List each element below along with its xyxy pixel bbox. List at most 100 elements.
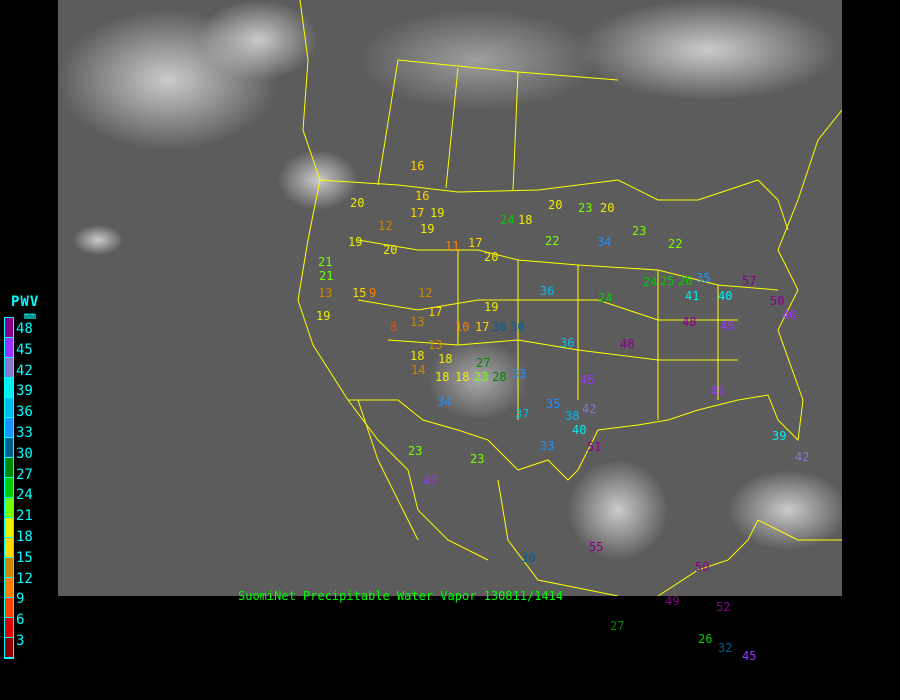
station-pwv-label: 48: [620, 337, 634, 351]
station-pwv-label: 17: [410, 206, 424, 220]
station-pwv-label: 55: [589, 540, 603, 554]
station-pwv-label: 50: [695, 560, 709, 574]
station-pwv-label: 47: [423, 474, 437, 488]
legend-swatch: [5, 518, 13, 538]
station-pwv-label: 49: [665, 594, 679, 608]
station-pwv-label: 42: [582, 402, 596, 416]
legend-title: PWV: [11, 294, 40, 310]
station-pwv-label: 37: [515, 407, 529, 421]
station-pwv-label: 20: [350, 196, 364, 210]
station-pwv-label: 12: [418, 286, 432, 300]
station-pwv-label: 19: [420, 222, 434, 236]
legend-swatch: [5, 338, 13, 358]
legend-swatch: [5, 378, 13, 398]
station-pwv-label: 23: [578, 201, 592, 215]
legend-tick: 24: [16, 487, 33, 504]
station-pwv-label: 51: [587, 440, 601, 454]
station-pwv-label: 14: [411, 363, 425, 377]
station-pwv-label: 21: [318, 255, 332, 269]
station-pwv-label: 33: [512, 367, 526, 381]
station-pwv-label: 26: [698, 632, 712, 646]
station-pwv-label: 33: [540, 439, 554, 453]
station-pwv-label: 46: [782, 308, 796, 322]
station-pwv-label: 30: [492, 320, 506, 334]
legend-swatch: [5, 638, 13, 658]
legend-swatch: [5, 358, 13, 378]
map-title: SuomiNet Precipitable Water Vapor 130811…: [238, 589, 564, 603]
station-pwv-label: 20: [383, 243, 397, 257]
station-pwv-label: 42: [795, 450, 809, 464]
station-pwv-label: 39: [772, 429, 786, 443]
station-pwv-label: 18: [438, 352, 452, 366]
legend-tick: 27: [16, 466, 33, 483]
legend-tick: 9: [16, 591, 25, 608]
station-pwv-label: 19: [430, 206, 444, 220]
station-pwv-label: 27: [610, 619, 624, 633]
station-pwv-label: 35: [696, 271, 710, 285]
station-pwv-label: 17: [475, 320, 489, 334]
station-pwv-label: 17: [428, 305, 442, 319]
station-pwv-label: 20: [600, 201, 614, 215]
satellite-map: [58, 0, 842, 596]
station-pwv-label: 20: [548, 198, 562, 212]
pwv-legend: PWV mm 48 45 42 39 36 33 30 27 24 21 18 15 12 9 6 3: [0, 294, 60, 674]
legend-tick: 15: [16, 549, 33, 566]
legend-unit: mm: [24, 311, 37, 322]
legend-swatch: [5, 558, 13, 578]
station-pwv-label: 11: [445, 239, 459, 253]
station-pwv-label: 45: [742, 649, 756, 663]
station-pwv-label: 34: [597, 235, 611, 249]
station-pwv-label: 48: [682, 315, 696, 329]
station-pwv-label: 25: [660, 274, 674, 288]
station-pwv-label: 19: [316, 309, 330, 323]
legend-tick: 6: [16, 612, 25, 629]
station-pwv-label: 16: [410, 159, 424, 173]
station-pwv-label: 10: [455, 320, 469, 334]
station-pwv-label: 19: [484, 300, 498, 314]
legend-swatch: [5, 598, 13, 618]
station-pwv-label: 18: [518, 213, 532, 227]
legend-swatch: [5, 318, 13, 338]
station-pwv-label: 45: [580, 373, 594, 387]
legend-tick: 30: [16, 445, 33, 462]
legend-tick: 39: [16, 383, 33, 400]
legend-tick: 18: [16, 529, 33, 545]
legend-color-bar: [4, 317, 14, 659]
station-pwv-label: 23: [470, 452, 484, 466]
station-pwv-label: 40: [718, 289, 732, 303]
station-pwv-label: 30: [510, 320, 524, 334]
legend-swatch: [5, 478, 13, 498]
legend-tick: 21: [16, 508, 33, 525]
station-pwv-label: 30: [521, 551, 535, 565]
station-pwv-label: 15: [352, 286, 366, 300]
legend-tick: 33: [16, 425, 33, 441]
station-pwv-label: 34: [437, 395, 451, 409]
legend-tick: 42: [16, 362, 33, 379]
station-pwv-label: 32: [718, 641, 732, 655]
clouds: [58, 0, 842, 560]
station-pwv-label: 38: [565, 409, 579, 423]
legend-swatch: [5, 618, 13, 638]
station-pwv-label: 23: [632, 224, 646, 238]
legend-tick: 36: [16, 404, 33, 421]
station-pwv-label: 36: [560, 336, 574, 350]
political-borders: [297, 0, 842, 596]
station-pwv-label: 17: [468, 236, 482, 250]
station-pwv-label: 18: [455, 370, 469, 384]
station-pwv-label: 23: [474, 370, 488, 384]
station-pwv-label: 26: [678, 274, 692, 288]
station-pwv-label: 24: [598, 291, 612, 305]
legend-swatch: [5, 458, 13, 478]
station-pwv-label: 40: [572, 423, 586, 437]
station-pwv-label: 36: [540, 284, 554, 298]
station-pwv-label: 16: [415, 189, 429, 203]
legend-tick: 45: [16, 341, 33, 358]
station-pwv-label: 12: [378, 219, 392, 233]
legend-swatch: [5, 398, 13, 418]
station-pwv-label: 13: [410, 315, 424, 329]
station-pwv-label: 18: [410, 349, 424, 363]
station-pwv-label: 28: [492, 370, 506, 384]
station-pwv-label: 24: [500, 213, 514, 227]
station-pwv-label: 21: [319, 269, 333, 283]
